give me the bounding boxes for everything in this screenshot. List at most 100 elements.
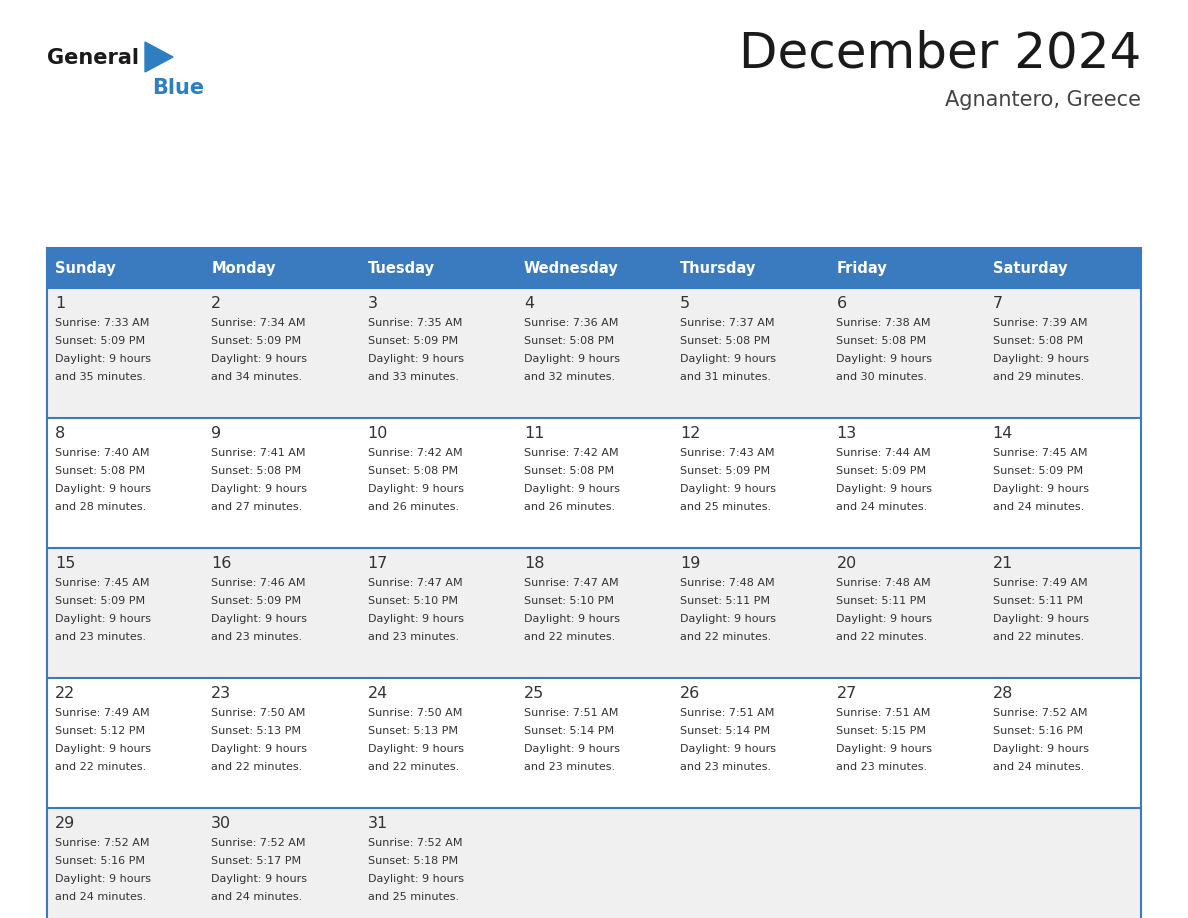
Text: 9: 9 bbox=[211, 426, 221, 441]
Text: Daylight: 9 hours: Daylight: 9 hours bbox=[993, 614, 1088, 624]
Text: Sunrise: 7:42 AM: Sunrise: 7:42 AM bbox=[524, 448, 619, 458]
Text: 4: 4 bbox=[524, 296, 533, 311]
Text: Thursday: Thursday bbox=[681, 261, 757, 275]
Text: Sunrise: 7:51 AM: Sunrise: 7:51 AM bbox=[524, 708, 618, 718]
Text: Sunrise: 7:49 AM: Sunrise: 7:49 AM bbox=[993, 578, 1087, 588]
Text: Sunrise: 7:40 AM: Sunrise: 7:40 AM bbox=[55, 448, 150, 458]
Bar bbox=[48, 248, 1140, 288]
Text: 27: 27 bbox=[836, 686, 857, 701]
Text: Daylight: 9 hours: Daylight: 9 hours bbox=[211, 744, 308, 754]
Text: Sunset: 5:08 PM: Sunset: 5:08 PM bbox=[681, 336, 770, 346]
Text: Sunrise: 7:41 AM: Sunrise: 7:41 AM bbox=[211, 448, 305, 458]
Text: Sunset: 5:17 PM: Sunset: 5:17 PM bbox=[211, 856, 302, 866]
Text: and 22 minutes.: and 22 minutes. bbox=[681, 632, 771, 642]
Text: Sunset: 5:13 PM: Sunset: 5:13 PM bbox=[211, 726, 302, 736]
Text: Sunrise: 7:51 AM: Sunrise: 7:51 AM bbox=[836, 708, 931, 718]
Text: Daylight: 9 hours: Daylight: 9 hours bbox=[211, 614, 308, 624]
Text: 19: 19 bbox=[681, 556, 701, 571]
Text: 10: 10 bbox=[367, 426, 388, 441]
Text: Daylight: 9 hours: Daylight: 9 hours bbox=[55, 874, 151, 884]
Text: Sunrise: 7:44 AM: Sunrise: 7:44 AM bbox=[836, 448, 931, 458]
Bar bbox=[48, 808, 1140, 918]
Text: and 23 minutes.: and 23 minutes. bbox=[55, 632, 146, 642]
Text: Sunrise: 7:33 AM: Sunrise: 7:33 AM bbox=[55, 318, 150, 328]
Text: Saturday: Saturday bbox=[993, 261, 1067, 275]
Text: 22: 22 bbox=[55, 686, 75, 701]
Text: Sunset: 5:10 PM: Sunset: 5:10 PM bbox=[367, 596, 457, 606]
Text: and 23 minutes.: and 23 minutes. bbox=[367, 632, 459, 642]
Text: Sunrise: 7:36 AM: Sunrise: 7:36 AM bbox=[524, 318, 618, 328]
Text: Daylight: 9 hours: Daylight: 9 hours bbox=[836, 614, 933, 624]
Text: and 28 minutes.: and 28 minutes. bbox=[55, 502, 146, 512]
Text: 24: 24 bbox=[367, 686, 387, 701]
Text: Blue: Blue bbox=[152, 78, 204, 98]
Text: and 22 minutes.: and 22 minutes. bbox=[211, 762, 303, 772]
Text: Sunset: 5:16 PM: Sunset: 5:16 PM bbox=[993, 726, 1082, 736]
Text: Friday: Friday bbox=[836, 261, 887, 275]
Text: and 22 minutes.: and 22 minutes. bbox=[993, 632, 1083, 642]
Text: Daylight: 9 hours: Daylight: 9 hours bbox=[836, 484, 933, 494]
Text: Sunrise: 7:47 AM: Sunrise: 7:47 AM bbox=[524, 578, 619, 588]
Text: Daylight: 9 hours: Daylight: 9 hours bbox=[681, 744, 776, 754]
Text: Sunset: 5:11 PM: Sunset: 5:11 PM bbox=[836, 596, 927, 606]
Text: 20: 20 bbox=[836, 556, 857, 571]
Text: Daylight: 9 hours: Daylight: 9 hours bbox=[211, 874, 308, 884]
Text: 31: 31 bbox=[367, 816, 387, 831]
Text: Sunrise: 7:35 AM: Sunrise: 7:35 AM bbox=[367, 318, 462, 328]
Text: and 24 minutes.: and 24 minutes. bbox=[836, 502, 928, 512]
Text: Sunrise: 7:51 AM: Sunrise: 7:51 AM bbox=[681, 708, 775, 718]
Text: and 23 minutes.: and 23 minutes. bbox=[681, 762, 771, 772]
Text: Sunset: 5:08 PM: Sunset: 5:08 PM bbox=[836, 336, 927, 346]
Text: Sunrise: 7:45 AM: Sunrise: 7:45 AM bbox=[993, 448, 1087, 458]
Text: and 23 minutes.: and 23 minutes. bbox=[524, 762, 615, 772]
Text: Daylight: 9 hours: Daylight: 9 hours bbox=[524, 354, 620, 364]
Text: and 26 minutes.: and 26 minutes. bbox=[524, 502, 615, 512]
Text: 16: 16 bbox=[211, 556, 232, 571]
Text: 2: 2 bbox=[211, 296, 221, 311]
Text: and 27 minutes.: and 27 minutes. bbox=[211, 502, 303, 512]
Text: 15: 15 bbox=[55, 556, 75, 571]
Text: Sunrise: 7:45 AM: Sunrise: 7:45 AM bbox=[55, 578, 150, 588]
Text: Daylight: 9 hours: Daylight: 9 hours bbox=[524, 744, 620, 754]
Bar bbox=[48, 288, 1140, 418]
Text: and 31 minutes.: and 31 minutes. bbox=[681, 372, 771, 382]
Text: Daylight: 9 hours: Daylight: 9 hours bbox=[367, 484, 463, 494]
Text: Sunset: 5:09 PM: Sunset: 5:09 PM bbox=[55, 336, 145, 346]
Text: Daylight: 9 hours: Daylight: 9 hours bbox=[367, 874, 463, 884]
Text: Daylight: 9 hours: Daylight: 9 hours bbox=[836, 744, 933, 754]
Text: Sunset: 5:09 PM: Sunset: 5:09 PM bbox=[211, 336, 302, 346]
Text: Sunset: 5:14 PM: Sunset: 5:14 PM bbox=[681, 726, 770, 736]
Text: Daylight: 9 hours: Daylight: 9 hours bbox=[211, 484, 308, 494]
Text: and 23 minutes.: and 23 minutes. bbox=[211, 632, 303, 642]
Text: 17: 17 bbox=[367, 556, 388, 571]
Text: 13: 13 bbox=[836, 426, 857, 441]
Text: Sunset: 5:08 PM: Sunset: 5:08 PM bbox=[55, 466, 145, 476]
Text: and 23 minutes.: and 23 minutes. bbox=[836, 762, 928, 772]
Text: Daylight: 9 hours: Daylight: 9 hours bbox=[993, 484, 1088, 494]
Text: Daylight: 9 hours: Daylight: 9 hours bbox=[367, 614, 463, 624]
Text: Sunset: 5:12 PM: Sunset: 5:12 PM bbox=[55, 726, 145, 736]
Text: Sunset: 5:09 PM: Sunset: 5:09 PM bbox=[681, 466, 770, 476]
Text: Sunday: Sunday bbox=[55, 261, 115, 275]
Text: December 2024: December 2024 bbox=[739, 30, 1140, 78]
Text: 18: 18 bbox=[524, 556, 544, 571]
Text: 3: 3 bbox=[367, 296, 378, 311]
Text: and 34 minutes.: and 34 minutes. bbox=[211, 372, 303, 382]
Text: and 30 minutes.: and 30 minutes. bbox=[836, 372, 928, 382]
Text: Daylight: 9 hours: Daylight: 9 hours bbox=[993, 744, 1088, 754]
Text: 29: 29 bbox=[55, 816, 75, 831]
Text: Sunset: 5:09 PM: Sunset: 5:09 PM bbox=[211, 596, 302, 606]
Bar bbox=[48, 418, 1140, 548]
Bar bbox=[48, 678, 1140, 808]
Text: Daylight: 9 hours: Daylight: 9 hours bbox=[681, 354, 776, 364]
Polygon shape bbox=[145, 42, 173, 72]
Text: and 22 minutes.: and 22 minutes. bbox=[836, 632, 928, 642]
Text: Sunrise: 7:43 AM: Sunrise: 7:43 AM bbox=[681, 448, 775, 458]
Text: Sunset: 5:18 PM: Sunset: 5:18 PM bbox=[367, 856, 457, 866]
Text: Sunset: 5:09 PM: Sunset: 5:09 PM bbox=[55, 596, 145, 606]
Text: Sunset: 5:09 PM: Sunset: 5:09 PM bbox=[367, 336, 457, 346]
Text: and 24 minutes.: and 24 minutes. bbox=[55, 892, 146, 902]
Text: and 25 minutes.: and 25 minutes. bbox=[367, 892, 459, 902]
Text: Sunset: 5:11 PM: Sunset: 5:11 PM bbox=[993, 596, 1082, 606]
Text: Sunset: 5:11 PM: Sunset: 5:11 PM bbox=[681, 596, 770, 606]
